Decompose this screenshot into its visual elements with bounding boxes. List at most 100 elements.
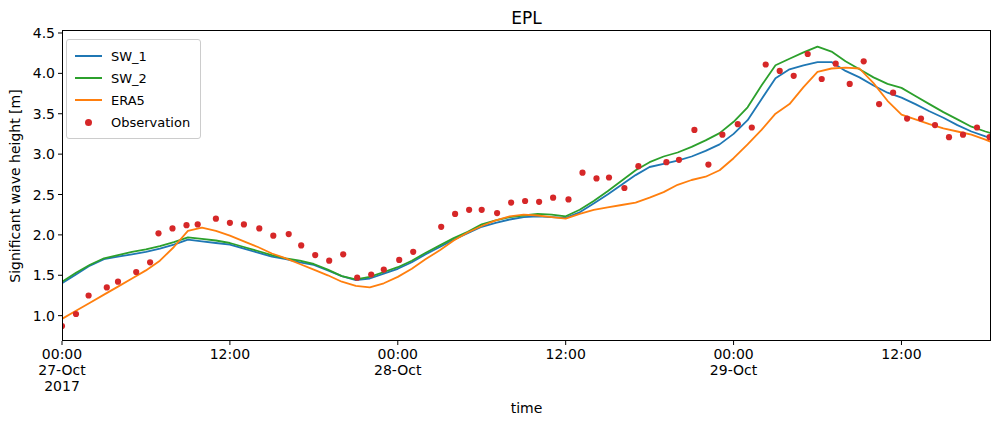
observation-point	[73, 311, 79, 317]
observation-point	[635, 163, 641, 169]
observation-point	[115, 279, 121, 285]
x-tick-label: 12:00	[856, 346, 946, 362]
x-tick-label: 00:00	[689, 346, 779, 362]
observation-point	[213, 216, 219, 222]
legend-label: SW_1	[111, 49, 147, 64]
observation-point	[719, 132, 725, 138]
legend-label: ERA5	[111, 93, 145, 108]
legend-line-sample	[75, 99, 102, 101]
observation-point	[147, 259, 153, 265]
observation-point	[579, 170, 585, 176]
observation-point	[904, 116, 910, 122]
x-tick-label: 00:00	[17, 346, 107, 362]
x-tick-label: 29-Oct	[689, 362, 779, 378]
x-tick-label: 00:00	[353, 346, 443, 362]
observation-point	[565, 196, 571, 202]
observation-point	[340, 251, 346, 257]
observation-point	[974, 124, 980, 130]
observation-point	[270, 233, 276, 239]
observation-point	[133, 269, 139, 275]
observation-point	[777, 68, 783, 74]
observation-point	[86, 292, 92, 298]
observation-point	[410, 249, 416, 255]
line-swatch	[75, 55, 102, 57]
y-tick-label: 2.5	[0, 185, 55, 205]
line-swatch	[75, 77, 102, 79]
observation-point	[298, 242, 304, 248]
observation-point	[987, 134, 993, 140]
observation-point	[735, 121, 741, 127]
y-tick-label: 2.0	[0, 225, 55, 245]
y-tick-label: 4.5	[0, 23, 55, 43]
observation-point	[749, 124, 755, 130]
y-tick-label: 4.0	[0, 63, 55, 83]
observation-point	[918, 116, 924, 122]
legend-dot-sample	[75, 119, 102, 126]
observation-point	[312, 252, 318, 258]
observation-point	[508, 200, 514, 206]
observation-point	[705, 162, 711, 168]
observation-point	[183, 222, 189, 228]
observation-point	[833, 61, 839, 67]
observation-point	[155, 230, 161, 236]
legend-line-sample	[75, 55, 102, 57]
observation-point	[256, 225, 262, 231]
matplotlib-figure: EPL time Significant wave height [m] 1.0…	[0, 0, 1001, 426]
observation-point	[326, 258, 332, 264]
observation-point	[381, 267, 387, 273]
observation-point	[663, 159, 669, 165]
observation-point	[494, 210, 500, 216]
observation-point	[452, 211, 458, 217]
observation-point	[890, 90, 896, 96]
observation-point	[227, 220, 233, 226]
line-swatch	[75, 99, 102, 101]
observation-point	[195, 221, 201, 227]
x-tick-label: 27-Oct	[17, 362, 107, 378]
dot-swatch	[85, 119, 92, 126]
observation-point	[396, 257, 402, 263]
chart-title: EPL	[62, 8, 991, 28]
observation-point	[847, 81, 853, 87]
x-tick-label: 28-Oct	[353, 362, 443, 378]
x-tick-label: 12:00	[185, 346, 275, 362]
observation-point	[946, 134, 952, 140]
observation-point	[691, 127, 697, 133]
series-line-era5	[62, 68, 991, 319]
observation-point	[593, 175, 599, 181]
observation-point	[169, 225, 175, 231]
legend-line-sample	[75, 77, 102, 79]
legend-row-era5: ERA5	[75, 89, 190, 111]
observation-point	[960, 132, 966, 138]
observation-point	[368, 271, 374, 277]
observation-point	[606, 174, 612, 180]
observation-point	[104, 284, 110, 290]
legend-label: Observation	[111, 115, 190, 130]
observation-point	[466, 207, 472, 213]
observation-point	[932, 122, 938, 128]
observation-point	[550, 195, 556, 201]
observation-point	[621, 185, 627, 191]
plot-frame	[63, 31, 991, 341]
observation-point	[438, 224, 444, 230]
series-line-sw_1	[62, 62, 991, 283]
observation-point	[861, 58, 867, 64]
legend: SW_1 SW_2 ERA5 Observation	[66, 39, 201, 139]
observation-point	[819, 76, 825, 82]
observation-point	[522, 198, 528, 204]
observation-point	[876, 101, 882, 107]
x-axis-label: time	[62, 399, 991, 417]
y-tick-label: 3.5	[0, 104, 55, 124]
observation-point	[286, 231, 292, 237]
legend-row-sw_2: SW_2	[75, 67, 190, 89]
observation-point	[805, 51, 811, 57]
x-tick-label: 2017	[17, 378, 107, 394]
observation-point	[241, 221, 247, 227]
y-tick-label: 1.0	[0, 306, 55, 326]
legend-row-observation: Observation	[75, 111, 190, 133]
legend-row-sw_1: SW_1	[75, 45, 190, 67]
observation-point	[536, 199, 542, 205]
y-tick-label: 3.0	[0, 144, 55, 164]
y-tick-label: 1.5	[0, 265, 55, 285]
observation-point	[676, 157, 682, 163]
observation-point	[354, 275, 360, 281]
